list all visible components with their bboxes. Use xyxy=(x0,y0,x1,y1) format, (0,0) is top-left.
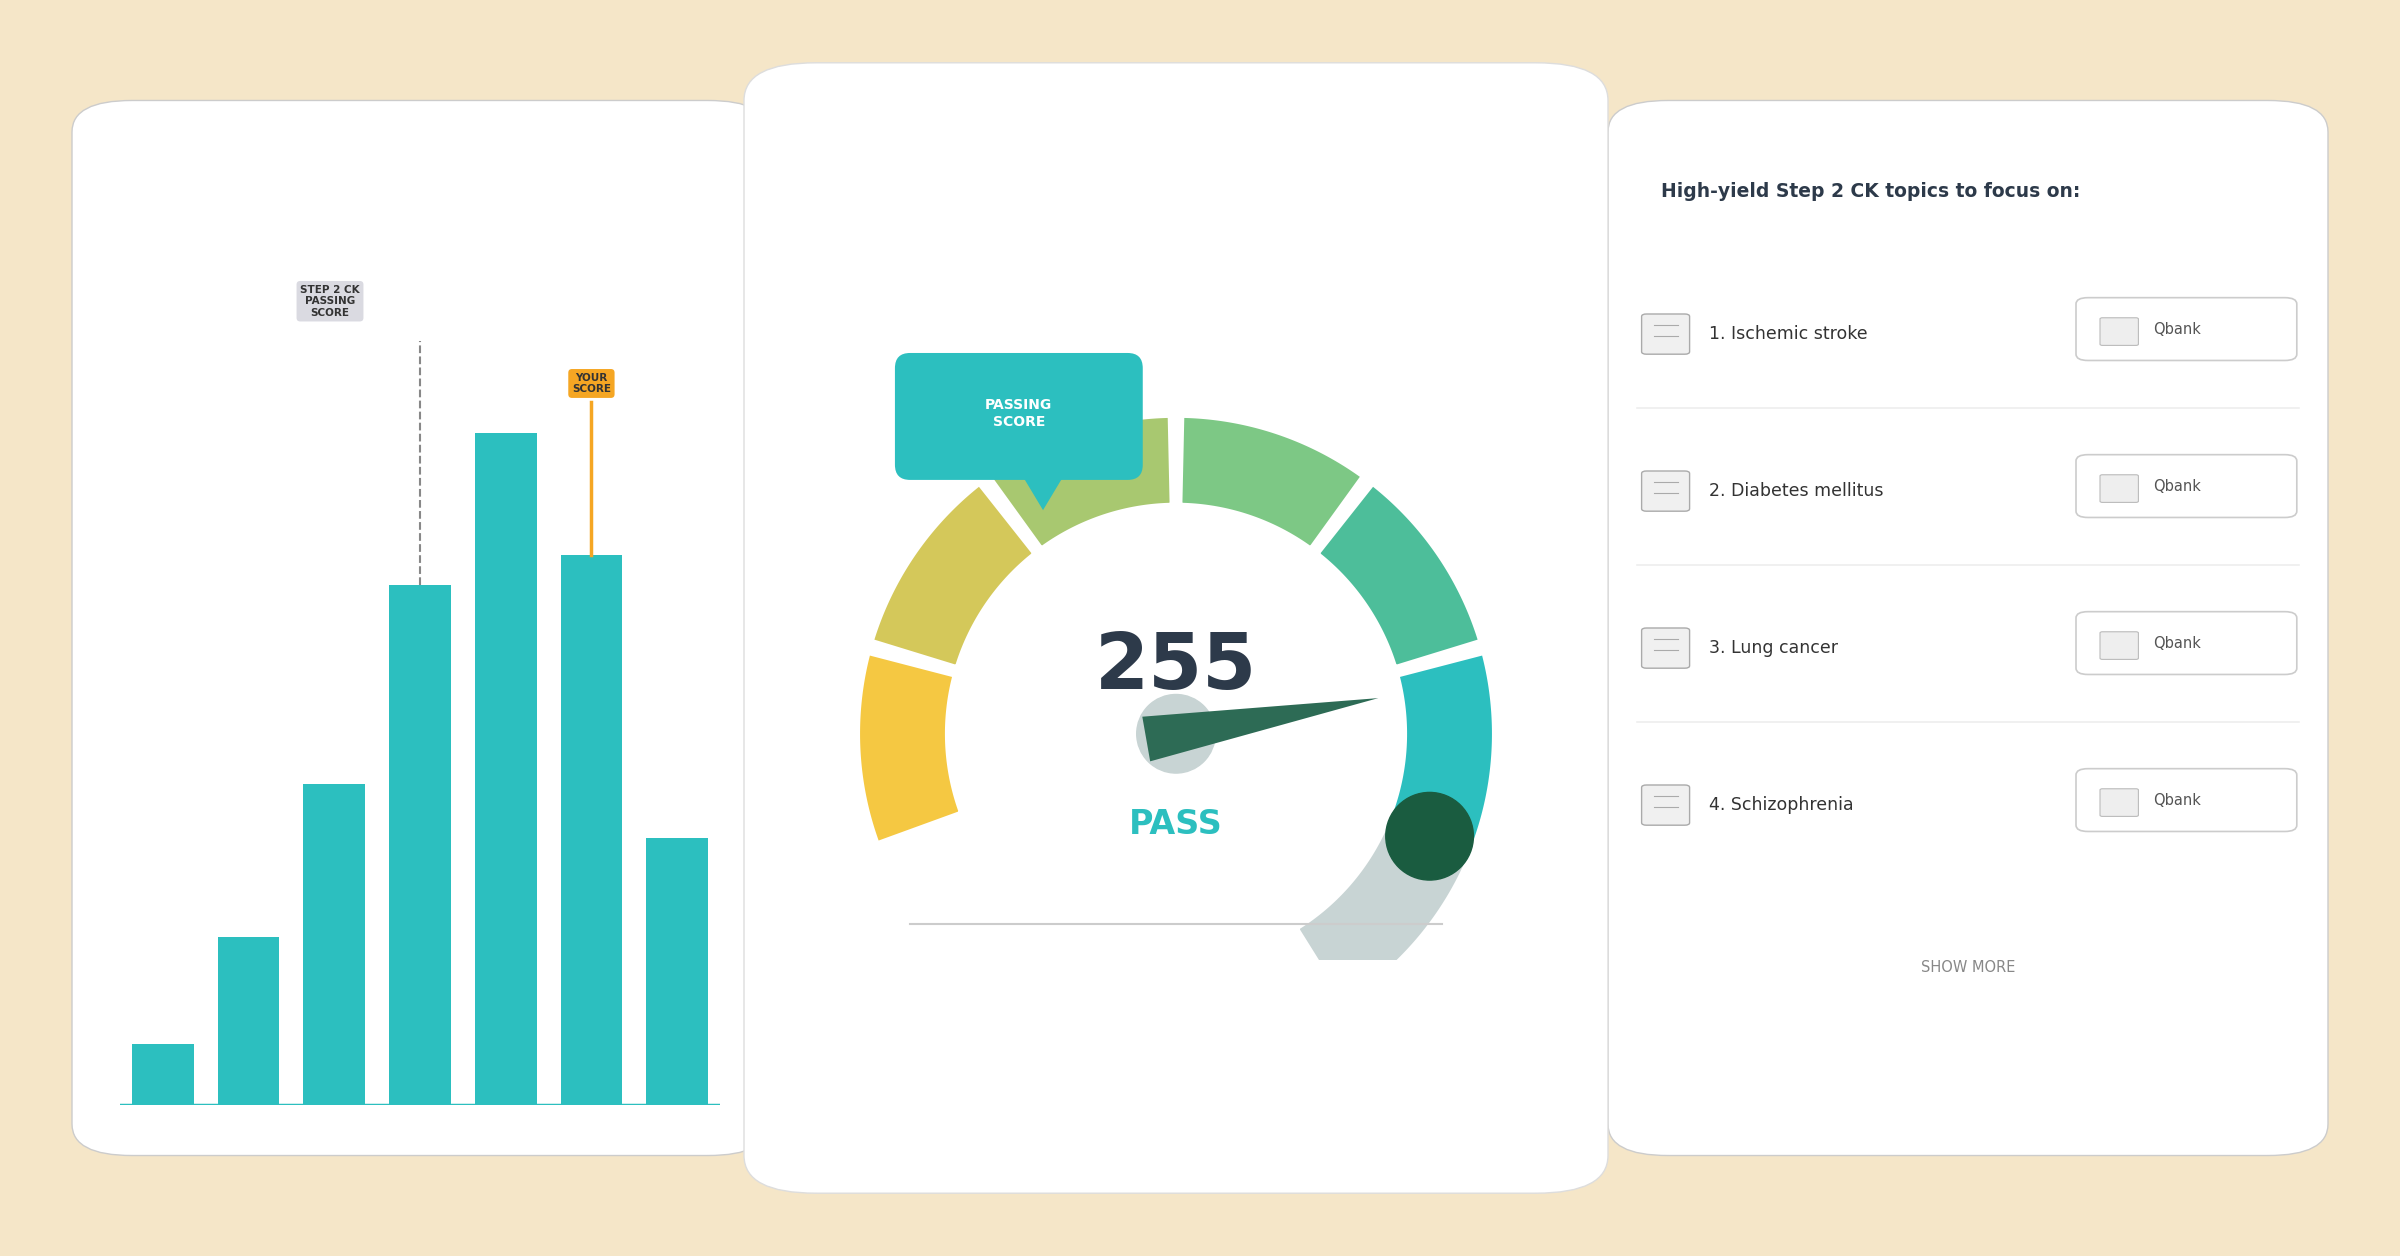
Text: Qbank: Qbank xyxy=(2153,636,2201,651)
Text: SHOW MORE: SHOW MORE xyxy=(1920,960,2016,975)
Text: 4. Schizophrenia: 4. Schizophrenia xyxy=(1709,796,1853,814)
FancyBboxPatch shape xyxy=(2076,612,2297,674)
Text: Qbank: Qbank xyxy=(2153,322,2201,337)
FancyBboxPatch shape xyxy=(2100,632,2138,659)
FancyBboxPatch shape xyxy=(2100,318,2138,345)
Text: Qbank: Qbank xyxy=(2153,793,2201,808)
FancyBboxPatch shape xyxy=(1642,471,1690,511)
FancyBboxPatch shape xyxy=(2100,789,2138,816)
FancyBboxPatch shape xyxy=(1642,785,1690,825)
Text: Qbank: Qbank xyxy=(2153,479,2201,494)
Text: 2. Diabetes mellitus: 2. Diabetes mellitus xyxy=(1709,482,1884,500)
FancyBboxPatch shape xyxy=(2100,475,2138,502)
FancyBboxPatch shape xyxy=(1608,100,2328,1156)
Text: High-yield Step 2 CK topics to focus on:: High-yield Step 2 CK topics to focus on: xyxy=(1661,182,2081,201)
FancyBboxPatch shape xyxy=(1642,628,1690,668)
Text: 3. Lung cancer: 3. Lung cancer xyxy=(1709,639,1838,657)
FancyBboxPatch shape xyxy=(2076,769,2297,831)
FancyBboxPatch shape xyxy=(1642,314,1690,354)
FancyBboxPatch shape xyxy=(744,63,1608,1193)
FancyBboxPatch shape xyxy=(2076,298,2297,360)
Text: 1. Ischemic stroke: 1. Ischemic stroke xyxy=(1709,325,1867,343)
FancyBboxPatch shape xyxy=(2076,455,2297,517)
FancyBboxPatch shape xyxy=(72,100,768,1156)
